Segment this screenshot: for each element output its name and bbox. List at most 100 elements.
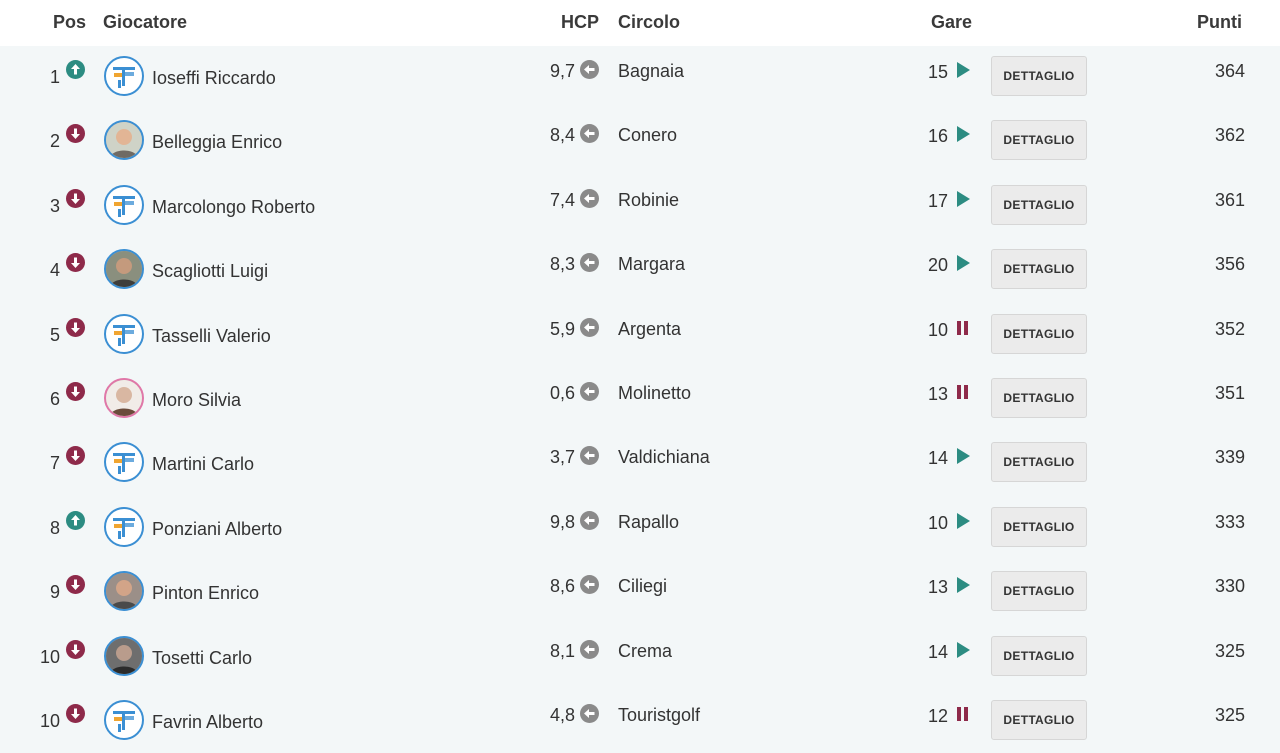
player-name[interactable]: Scagliotti Luigi (152, 261, 269, 281)
arrow-down-icon (66, 575, 85, 594)
player-name[interactable]: Pinton Enrico (152, 583, 260, 603)
club-name: Valdichiana (618, 447, 710, 467)
hcp-value: 8,3 (549, 254, 575, 274)
races-count: 13 (927, 384, 948, 404)
player-name[interactable]: Ponziani Alberto (152, 519, 283, 539)
arrow-left-icon (580, 60, 599, 79)
header-pos[interactable]: Pos (53, 12, 87, 32)
position-number: 8 (49, 518, 60, 538)
avatar[interactable] (104, 249, 144, 289)
arrow-down-icon (66, 318, 85, 337)
arrow-left-icon (580, 124, 599, 143)
player-name[interactable]: Favrin Alberto (152, 712, 264, 732)
player-name[interactable]: Ioseffi Riccardo (152, 68, 276, 88)
points-value: 339 (1214, 447, 1245, 467)
detail-button[interactable]: DETTAGLIO (991, 249, 1087, 289)
player-name[interactable]: Marcolongo Roberto (152, 197, 316, 217)
play-icon (955, 576, 971, 594)
play-icon (955, 61, 971, 79)
avatar[interactable] (104, 442, 144, 482)
detail-button[interactable]: DETTAGLIO (991, 442, 1087, 482)
hcp-value: 8,4 (549, 125, 575, 145)
points-value: 361 (1214, 190, 1245, 210)
avatar[interactable] (104, 378, 144, 418)
player-name[interactable]: Moro Silvia (152, 390, 242, 410)
pause-icon (955, 705, 971, 723)
player-name[interactable]: Tasselli Valerio (152, 326, 271, 346)
club-name: Robinie (618, 190, 680, 210)
avatar[interactable] (104, 507, 144, 547)
player-name[interactable]: Belleggia Enrico (152, 132, 283, 152)
position-number: 10 (39, 647, 60, 667)
club-name: Conero (618, 125, 678, 145)
hcp-value: 4,8 (549, 705, 575, 725)
races-count: 14 (927, 642, 948, 662)
position-number: 4 (49, 260, 60, 280)
detail-button[interactable]: DETTAGLIO (991, 700, 1087, 740)
hcp-value: 8,6 (549, 576, 575, 596)
avatar[interactable] (104, 571, 144, 611)
detail-button[interactable]: DETTAGLIO (991, 314, 1087, 354)
hcp-value: 8,1 (549, 641, 575, 661)
avatar[interactable] (104, 120, 144, 160)
points-value: 333 (1214, 512, 1245, 532)
arrow-left-icon (580, 318, 599, 337)
detail-button[interactable]: DETTAGLIO (991, 571, 1087, 611)
avatar[interactable] (104, 314, 144, 354)
table-row: 8 Ponziani Alberto 9,8 Rapallo 10 DETTAGLIO 33… (0, 497, 1280, 561)
header-points[interactable]: Punti (1197, 12, 1242, 32)
header-player[interactable]: Giocatore (103, 12, 188, 32)
header-club[interactable]: Circolo (618, 12, 681, 32)
races-count: 13 (927, 577, 948, 597)
avatar[interactable] (104, 636, 144, 676)
table-header: Pos Giocatore HCP Circolo Gare Punti (0, 0, 1280, 46)
arrow-up-icon (66, 511, 85, 530)
header-races[interactable]: Gare (931, 12, 973, 32)
arrow-left-icon (580, 189, 599, 208)
arrow-down-icon (66, 704, 85, 723)
races-count: 14 (927, 448, 948, 468)
hcp-value: 7,4 (549, 190, 575, 210)
detail-button[interactable]: DETTAGLIO (991, 507, 1087, 547)
table-row: 10 Tosetti Carlo 8,1 Crema 14 DETTAGLIO 325 (0, 626, 1280, 690)
position-number: 7 (49, 453, 60, 473)
club-name: Margara (618, 254, 686, 274)
position-number: 10 (39, 711, 60, 731)
races-count: 10 (927, 320, 948, 340)
detail-button[interactable]: DETTAGLIO (991, 636, 1087, 676)
detail-button[interactable]: DETTAGLIO (991, 185, 1087, 225)
avatar[interactable] (104, 56, 144, 96)
arrow-left-icon (580, 253, 599, 272)
player-name[interactable]: Tosetti Carlo (152, 648, 253, 668)
hcp-value: 9,7 (549, 61, 575, 81)
arrow-down-icon (66, 253, 85, 272)
arrow-down-icon (66, 124, 85, 143)
club-name: Ciliegi (618, 576, 668, 596)
avatar[interactable] (104, 185, 144, 225)
detail-button[interactable]: DETTAGLIO (991, 378, 1087, 418)
detail-button[interactable]: DETTAGLIO (991, 120, 1087, 160)
points-value: 356 (1214, 254, 1245, 274)
races-count: 12 (927, 706, 948, 726)
header-hcp[interactable]: HCP (561, 12, 600, 32)
avatar[interactable] (104, 700, 144, 740)
detail-button[interactable]: DETTAGLIO (991, 56, 1087, 96)
play-icon (955, 254, 971, 272)
player-name[interactable]: Martini Carlo (152, 454, 255, 474)
points-value: 351 (1214, 383, 1245, 403)
points-value: 325 (1214, 641, 1245, 661)
table-row: 7 Martini Carlo 3,7 Valdichiana 14 DETTAGLIO 3… (0, 432, 1280, 496)
arrow-left-icon (580, 704, 599, 723)
play-icon (955, 512, 971, 530)
points-value: 325 (1214, 705, 1245, 725)
table-row: 1 Ioseffi Riccardo 9,7 Bagnaia 15 DETTAGLIO 36… (0, 46, 1280, 110)
arrow-left-icon (580, 382, 599, 401)
races-count: 15 (927, 62, 948, 82)
position-number: 1 (49, 67, 60, 87)
races-count: 16 (927, 126, 948, 146)
table-row: 5 Tasselli Valerio 5,9 Argenta 10 DETTAGLIO 35… (0, 304, 1280, 368)
play-icon (955, 641, 971, 659)
table-row: 3 Marcolongo Roberto 7,4 Robinie 17 DETTAGLIO… (0, 175, 1280, 239)
hcp-value: 3,7 (549, 447, 575, 467)
